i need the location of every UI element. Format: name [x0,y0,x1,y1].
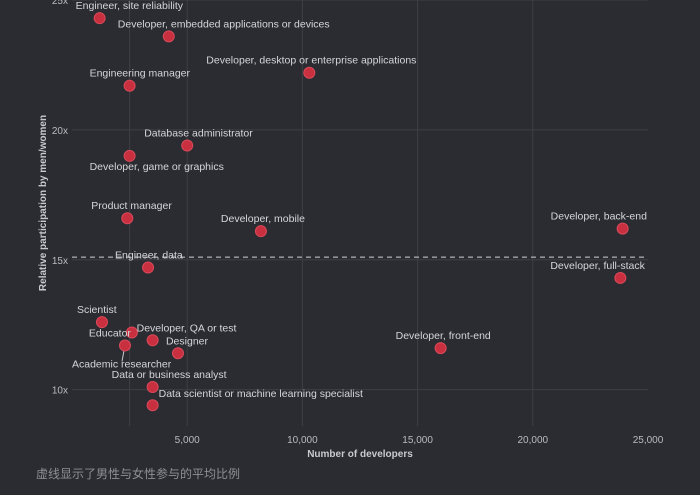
point-label: Data scientist or machine learning speci… [159,388,363,400]
grid [72,0,648,426]
data-point [142,261,155,274]
data-point [171,347,184,360]
data-point [614,271,627,284]
x-tick-label: 15,000 [402,435,433,446]
data-point [616,222,629,235]
data-point [95,316,108,329]
point-label: Engineer, site reliability [76,0,184,12]
y-tick-label: 15x [52,256,68,267]
data-point [121,212,134,225]
x-axis-title: Number of developers [307,449,413,460]
data-point [125,326,138,339]
data-point [303,66,316,79]
point-label: Developer, mobile [221,213,305,225]
y-tick-label: 20x [52,126,68,137]
point-label: Engineering manager [90,68,191,80]
label-leader-line [121,350,125,362]
point-label: Database administrator [144,127,253,139]
point-label: Engineer, data [115,250,183,262]
data-point [146,399,159,412]
point-label: Developer, desktop or enterprise applica… [206,55,416,67]
data-point [181,139,194,152]
y-tick-label: 10x [52,386,68,397]
data-point [146,334,159,347]
point-label: Scientist [77,304,117,316]
data-point [93,12,106,25]
point-label: Developer, game or graphics [90,161,224,173]
point-label: Developer, back-end [551,211,647,223]
point-label: Data or business analyst [112,369,227,381]
chart-caption: 虚线显示了男性与女性参与的平均比例 [36,467,241,481]
tick-labels: 5,000 10,000 15,000 20,000 25,000 10x 15x 20x 25… [52,0,664,446]
y-tick-label: 25x [52,0,68,7]
data-point [123,79,136,92]
point-label: Educator [89,327,132,339]
point-label: Developer, front-end [396,330,491,342]
point-label: Product manager [91,200,172,212]
point-label: Designer [166,335,209,347]
point-label: Developer, full-stack [550,260,645,272]
data-point [123,149,136,162]
data-point [146,381,159,394]
point-labels: Engineer, site reliability Developer, emb… [72,0,647,400]
x-tick-label: 5,000 [175,435,200,446]
data-point [118,339,131,352]
x-tick-label: 10,000 [287,435,318,446]
x-tick-label: 25,000 [633,435,664,446]
data-point [162,30,175,43]
y-axis-title: Relative participation by men/women [38,115,49,291]
x-tick-label: 20,000 [518,435,549,446]
point-label: Developer, QA or test [137,322,237,334]
data-points [93,12,629,412]
point-label: Academic researcher [72,358,172,370]
point-label: Developer, embedded applications or devi… [118,18,330,30]
data-point [434,342,447,355]
data-point [254,225,267,238]
